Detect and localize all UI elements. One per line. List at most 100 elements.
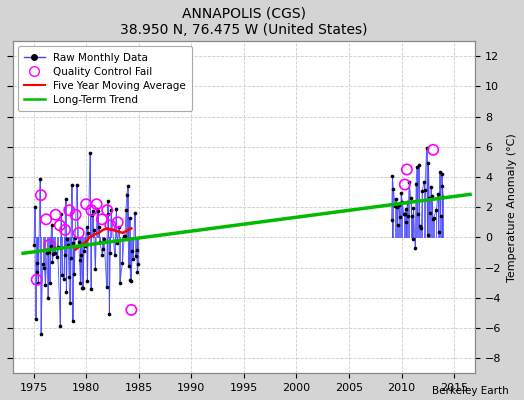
Point [120,233,128,239]
Point [34,269,42,275]
Point [116,280,124,286]
Point [132,253,140,260]
Point [50,245,58,251]
Point [95,224,103,230]
Point [83,278,92,284]
Point [107,207,115,214]
Point [401,181,409,188]
Point [104,211,113,217]
Point [65,207,73,214]
Point [397,190,406,196]
Point [61,227,69,233]
Point [427,184,435,190]
Point [413,211,422,217]
Title: ANNAPOLIS (CGS)
38.950 N, 76.475 W (United States): ANNAPOLIS (CGS) 38.950 N, 76.475 W (Unit… [120,7,368,37]
Point [416,223,424,230]
Point [403,199,411,206]
Point [432,207,441,214]
Point [66,300,74,306]
Point [124,183,132,189]
Point [417,225,425,231]
Point [126,277,135,284]
Point [114,219,122,226]
Point [439,194,447,200]
Point [46,280,54,286]
Point [421,187,429,193]
Point [403,166,411,173]
Point [88,212,96,218]
Point [103,197,112,204]
Point [392,195,400,202]
Point [392,204,401,210]
Point [53,244,62,250]
Point [407,195,415,201]
Point [435,229,443,236]
Point [74,230,83,236]
Point [90,227,98,233]
Point [44,295,52,301]
Point [62,289,71,295]
Point [63,236,71,242]
Point [408,213,416,220]
Point [36,176,45,182]
Point [37,330,45,337]
Point [71,212,80,218]
Point [60,252,69,258]
Point [51,212,60,218]
Point [45,249,53,256]
Point [400,211,408,217]
Point [436,213,445,219]
Point [395,201,403,208]
Point [61,196,70,202]
Point [60,276,68,282]
Point [125,215,134,222]
Point [68,182,76,188]
Point [434,191,442,198]
Point [31,316,40,322]
Point [37,192,45,198]
Point [133,247,141,253]
Point [87,286,95,292]
Point [430,214,438,221]
Point [398,198,406,205]
Point [402,219,411,226]
Point [56,222,64,228]
Point [32,276,41,283]
Point [112,205,121,212]
Point [423,232,432,238]
Point [30,242,38,248]
Point [82,224,91,230]
Point [129,256,137,262]
Point [71,234,79,241]
Point [77,252,85,258]
Point [95,238,104,245]
Point [113,240,122,246]
Point [391,203,399,209]
Point [100,236,108,243]
Point [42,216,50,222]
Point [81,243,89,249]
Point [408,236,417,242]
Point [429,216,437,222]
Point [405,179,413,185]
Point [43,250,51,257]
Point [134,261,143,267]
Point [73,182,81,188]
Point [414,162,423,168]
Legend: Raw Monthly Data, Quality Control Fail, Five Year Moving Average, Long-Term Tren: Raw Monthly Data, Quality Control Fail, … [18,46,192,111]
Point [118,259,127,266]
Point [409,205,418,211]
Point [84,230,93,236]
Point [106,250,114,256]
Point [65,273,73,280]
Point [428,193,436,199]
Point [418,188,427,194]
Point [56,323,64,329]
Point [438,171,446,177]
Point [57,210,66,217]
Point [39,261,47,267]
Point [32,260,41,266]
Point [412,181,420,188]
Point [74,239,83,245]
Text: Berkeley Earth: Berkeley Earth [432,386,508,396]
